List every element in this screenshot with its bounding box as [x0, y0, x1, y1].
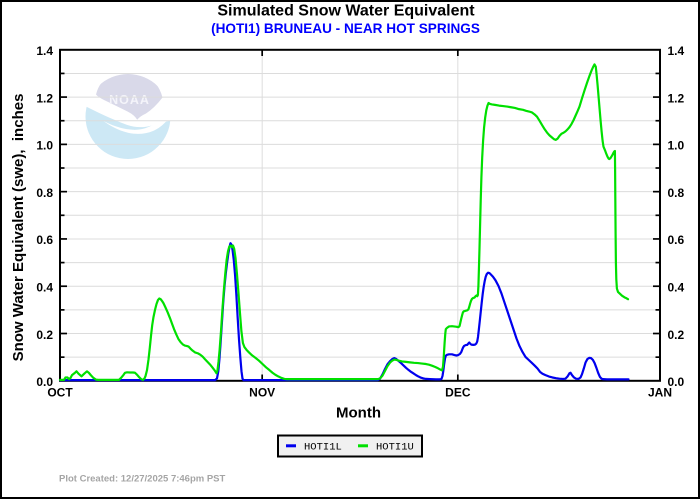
- svg-text:NOAA: NOAA: [109, 93, 150, 107]
- svg-text:0.4: 0.4: [668, 281, 685, 295]
- svg-text:NOV: NOV: [249, 386, 275, 400]
- svg-text:0.2: 0.2: [36, 328, 53, 342]
- svg-text:1.2: 1.2: [36, 91, 53, 105]
- svg-text:Month: Month: [336, 405, 381, 422]
- svg-text:HOTI1L: HOTI1L: [304, 442, 342, 454]
- svg-text:DEC: DEC: [445, 386, 471, 400]
- svg-text:0.4: 0.4: [36, 281, 53, 295]
- svg-text:1.4: 1.4: [36, 44, 53, 58]
- svg-text:0.6: 0.6: [36, 233, 53, 247]
- svg-text:Simulated Snow Water Equivalen: Simulated Snow Water Equivalent: [217, 3, 475, 20]
- svg-text:0.0: 0.0: [668, 375, 685, 389]
- svg-text:1.2: 1.2: [668, 91, 685, 105]
- svg-text:1.4: 1.4: [668, 44, 685, 58]
- svg-text:0.8: 0.8: [36, 186, 53, 200]
- svg-text:0.8: 0.8: [668, 186, 685, 200]
- svg-text:HOTI1U: HOTI1U: [376, 442, 414, 454]
- svg-text:(HOTI1) BRUNEAU - NEAR HOT SPR: (HOTI1) BRUNEAU - NEAR HOT SPRINGS: [211, 21, 480, 36]
- svg-text:0.2: 0.2: [668, 328, 685, 342]
- svg-text:Snow Water Equivalent (swe),: Snow Water Equivalent (swe), inches: [10, 94, 27, 362]
- svg-text:1.0: 1.0: [668, 139, 685, 153]
- svg-text:0.6: 0.6: [668, 233, 685, 247]
- svg-text:1.0: 1.0: [36, 139, 53, 153]
- svg-text:Plot Created: 12/27/2025 7:46p: Plot Created: 12/27/2025 7:46pm PST: [59, 473, 226, 484]
- svg-text:0.0: 0.0: [36, 375, 53, 389]
- svg-text:OCT: OCT: [47, 386, 73, 400]
- svg-text:JAN: JAN: [648, 386, 672, 400]
